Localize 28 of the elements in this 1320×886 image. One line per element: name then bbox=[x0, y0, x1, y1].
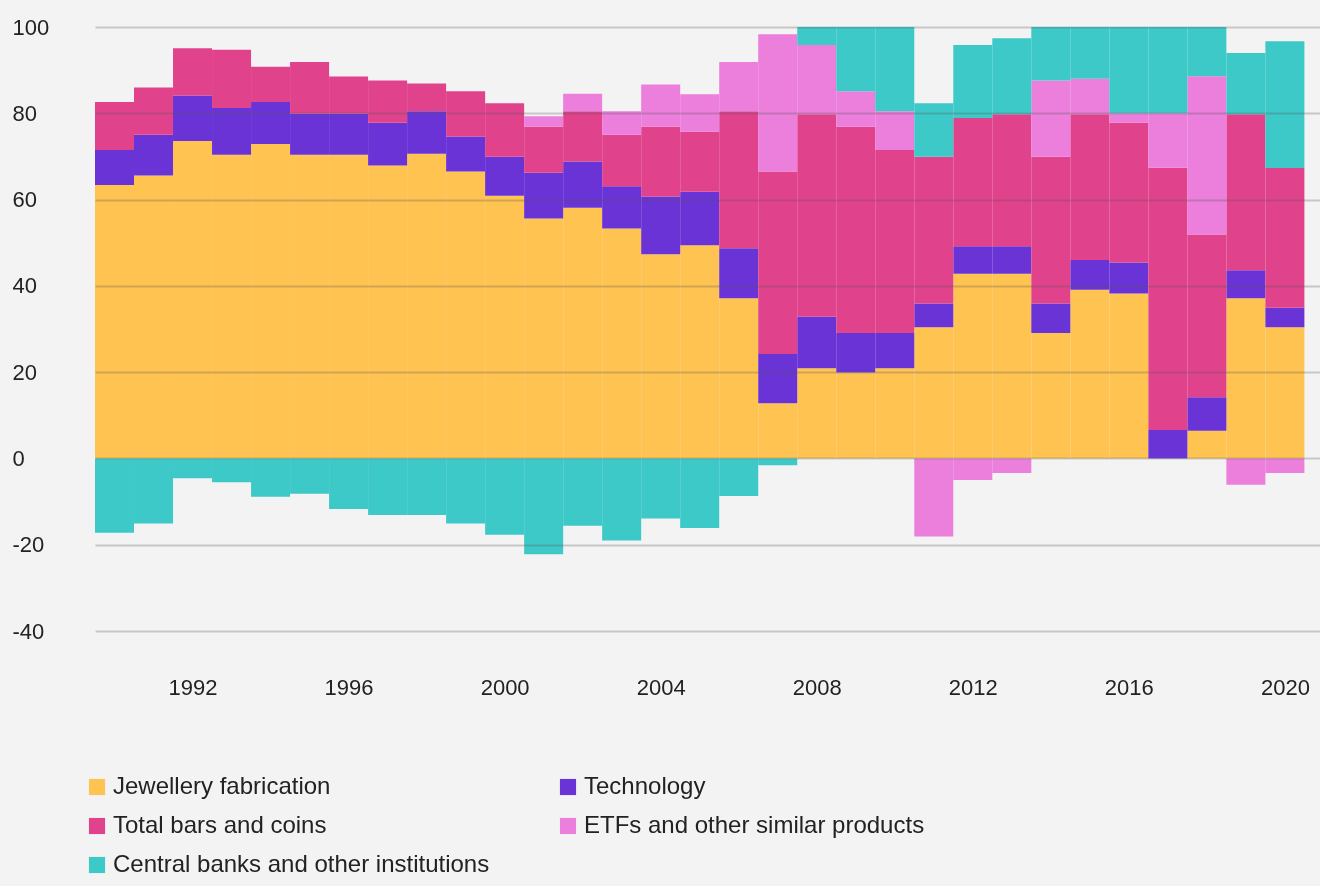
legend-label: Total bars and coins bbox=[113, 811, 327, 838]
x-tick-label: 2012 bbox=[948, 674, 998, 700]
bar bbox=[524, 116, 564, 127]
bar bbox=[1226, 270, 1266, 299]
y-tick-label: 100 bbox=[12, 14, 50, 40]
bar bbox=[719, 248, 759, 299]
bar bbox=[1031, 303, 1071, 333]
legend-label: Central banks and other institutions bbox=[113, 850, 490, 877]
legend-label: Technology bbox=[584, 772, 706, 799]
y-tick-label: -20 bbox=[12, 532, 45, 558]
x-tick-label: 1992 bbox=[168, 674, 218, 700]
x-tick-label: 2008 bbox=[792, 674, 842, 700]
x-tick-label: 2004 bbox=[636, 674, 686, 700]
y-tick-label: 40 bbox=[12, 273, 37, 299]
x-tick-label: 2016 bbox=[1104, 674, 1154, 700]
x-tick-label: 2000 bbox=[480, 674, 530, 700]
y-tick-label: 0 bbox=[12, 445, 25, 471]
legend-label: Jewellery fabrication bbox=[113, 772, 331, 799]
bar bbox=[563, 93, 603, 112]
y-tick-label: 60 bbox=[12, 187, 37, 213]
y-tick-label: 20 bbox=[12, 359, 37, 385]
x-tick-label: 1996 bbox=[324, 674, 374, 700]
y-tick-label: -40 bbox=[12, 618, 45, 644]
x-tick-label: 2020 bbox=[1260, 674, 1310, 700]
y-tick-label: 80 bbox=[12, 100, 37, 126]
bar bbox=[914, 303, 954, 328]
bar bbox=[1265, 307, 1305, 328]
legend-label: ETFs and other similar products bbox=[584, 811, 925, 838]
